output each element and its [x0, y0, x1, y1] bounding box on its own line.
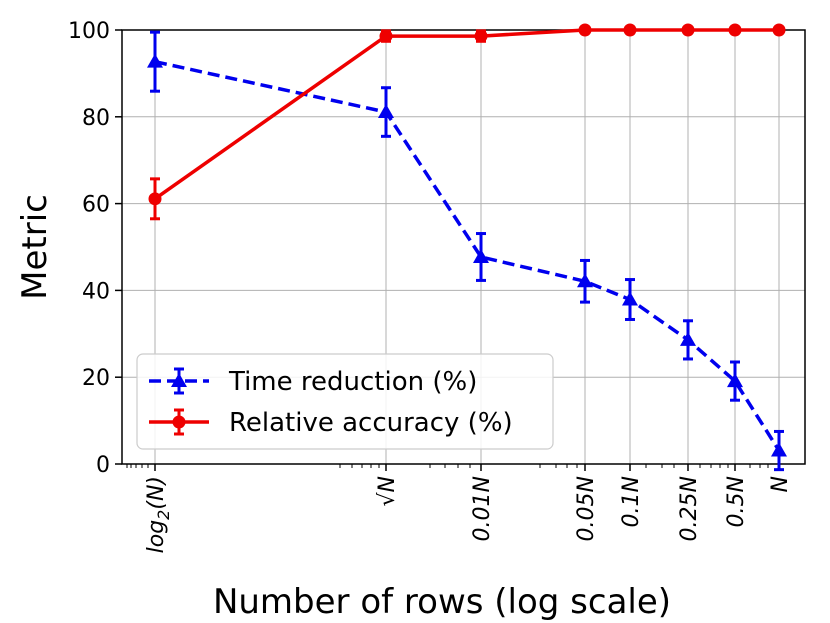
data-point: [577, 273, 593, 288]
data-point: [474, 29, 488, 43]
data-point: [147, 53, 163, 68]
series-relative-accuracy: [148, 23, 786, 221]
data-point: [578, 23, 592, 37]
legend-marker: [171, 373, 187, 387]
plot-frame: [121, 29, 806, 465]
x-tick-label: 0.05N: [574, 476, 599, 541]
data-point: [681, 23, 695, 37]
data-point: [728, 23, 742, 37]
data-point: [772, 23, 786, 37]
x-tick-label: log2(N): [144, 476, 173, 553]
legend-entry: Relative accuracy (%): [149, 408, 513, 438]
axis-ticks: 0 20 40 60 80 100 log2(N) √N 0.01N 0.05N 0.1N 0.25N…: [68, 19, 793, 553]
y-tick-label: 0: [96, 453, 110, 478]
y-tick-label: 20: [82, 366, 110, 391]
x-tick-label: √N: [375, 476, 400, 506]
data-point: [379, 29, 393, 43]
legend-box: [136, 353, 554, 450]
legend-label: Time reduction (%): [228, 367, 477, 397]
y-tick-label: 40: [82, 279, 110, 304]
data-point: [148, 192, 162, 206]
x-tick-label: 0.5N: [724, 476, 749, 527]
data-point: [771, 442, 787, 457]
y-tick-label: 80: [82, 106, 110, 131]
legend-label: Relative accuracy (%): [229, 408, 513, 438]
x-tick-label: 0.1N: [619, 476, 644, 527]
data-point: [680, 331, 696, 346]
data-point: [727, 373, 743, 388]
legend: Time reduction (%) Relative accuracy (%): [136, 353, 554, 450]
y-axis-title: Metric: [15, 194, 55, 300]
series-time-reduction: [147, 30, 787, 472]
y-tick-label: 100: [68, 19, 110, 44]
y-tick-label: 60: [82, 193, 110, 218]
data-point: [378, 104, 394, 119]
x-tick-label: N: [768, 476, 793, 492]
x-axis-title: Number of rows (log scale): [213, 582, 671, 622]
data-point: [623, 23, 637, 37]
series-layer: [147, 23, 787, 472]
data-point: [473, 248, 489, 263]
series-line: [153, 28, 779, 201]
minor-ticks: [126, 464, 769, 468]
legend-entry: Time reduction (%): [149, 367, 477, 397]
x-tick-label: 0.25N: [677, 476, 702, 541]
x-tick-label: 0.01N: [470, 476, 495, 541]
legend-marker: [172, 415, 186, 429]
data-point: [622, 291, 638, 306]
series-line: [154, 59, 781, 452]
